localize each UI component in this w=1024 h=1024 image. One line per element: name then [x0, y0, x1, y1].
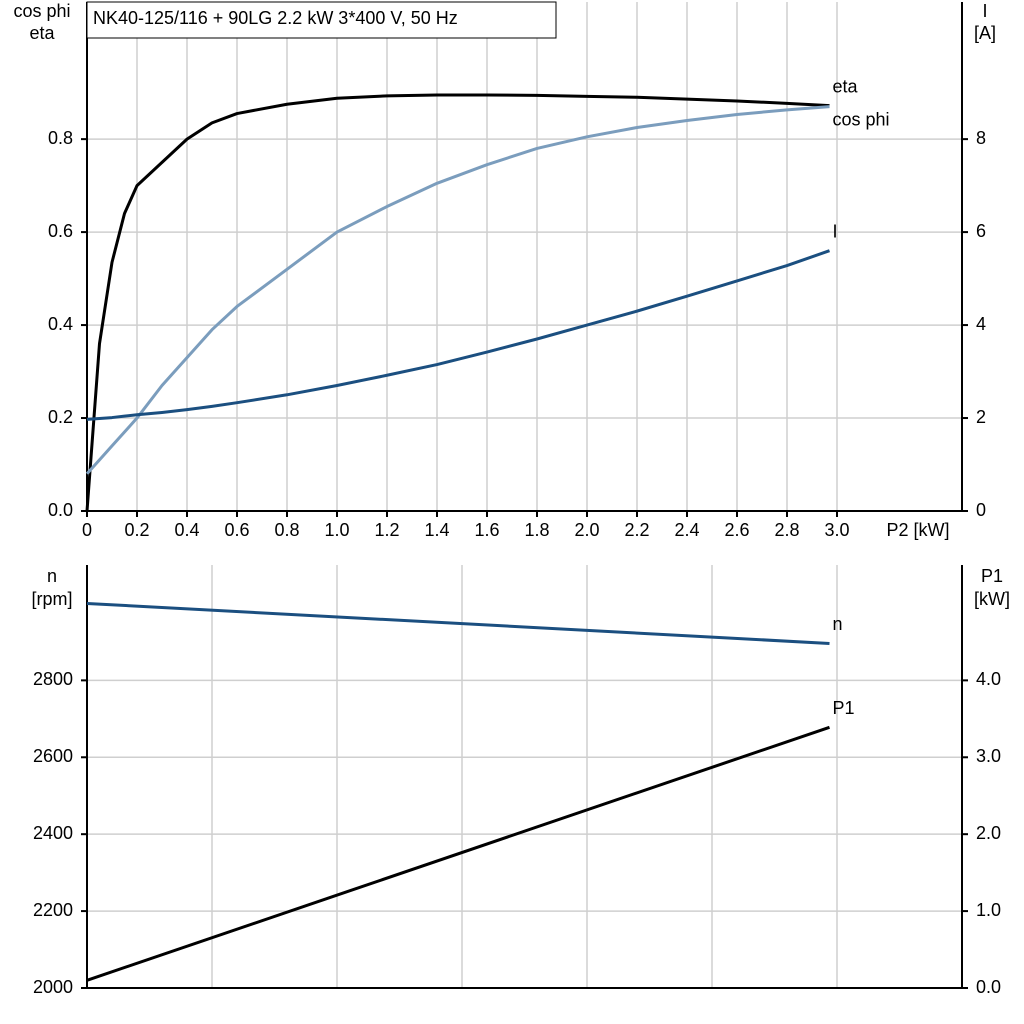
y-tick-label: 2600	[33, 746, 73, 766]
y-axis-title: cos phi	[13, 1, 70, 21]
y-tick-label: 0.0	[48, 500, 73, 520]
y2-tick-label: 1.0	[976, 900, 1001, 920]
x-tick-label: 1.8	[524, 520, 549, 540]
y2-tick-label: 0.0	[976, 977, 1001, 997]
y-tick-label: 2200	[33, 900, 73, 920]
x-axis-title: P2 [kW]	[886, 520, 949, 540]
series-label: I	[833, 221, 838, 241]
y2-tick-label: 0	[976, 500, 986, 520]
y2-tick-label: 6	[976, 221, 986, 241]
y-axis-title: [rpm]	[31, 589, 72, 609]
series-line	[86, 601, 830, 645]
y-tick-label: 2800	[33, 669, 73, 689]
x-tick-label: 1.6	[474, 520, 499, 540]
y-tick-label: 0.6	[48, 221, 73, 241]
y2-axis-title: P1	[981, 566, 1003, 586]
x-tick-label: 2.4	[674, 520, 699, 540]
x-tick-label: 2.0	[574, 520, 599, 540]
series-label: eta	[833, 76, 859, 96]
x-tick-label: 2.8	[774, 520, 799, 540]
y2-tick-label: 8	[976, 128, 986, 148]
y-tick-label: 0.2	[48, 407, 73, 427]
x-tick-label: 0.4	[174, 520, 199, 540]
x-tick-label: 0.6	[224, 520, 249, 540]
series-label: P1	[833, 698, 855, 718]
y-axis-title: eta	[29, 23, 55, 43]
x-tick-label: 3.0	[824, 520, 849, 540]
x-tick-label: 2.2	[624, 520, 649, 540]
series-line	[85, 105, 830, 475]
x-tick-label: 0.2	[124, 520, 149, 540]
y2-tick-label: 4	[976, 314, 986, 334]
y2-axis-title: [kW]	[974, 589, 1010, 609]
series-line	[85, 93, 830, 512]
y2-tick-label: 3.0	[976, 746, 1001, 766]
x-tick-label: 1.4	[424, 520, 449, 540]
series-line	[86, 725, 830, 982]
x-tick-label: 0.8	[274, 520, 299, 540]
title-box	[86, 1, 557, 39]
y2-axis-title: I	[982, 1, 987, 21]
y2-tick-label: 2.0	[976, 823, 1001, 843]
series-line	[86, 249, 830, 421]
x-tick-label: 1.0	[324, 520, 349, 540]
y2-axis-title: [A]	[974, 23, 996, 43]
series-label: n	[833, 614, 843, 634]
y-tick-label: 2000	[33, 977, 73, 997]
y2-tick-label: 2	[976, 407, 986, 427]
x-tick-label: 1.2	[374, 520, 399, 540]
chart-title: NK40-125/116 + 90LG 2.2 kW 3*400 V, 50 H…	[93, 8, 458, 28]
y-tick-label: 0.8	[48, 128, 73, 148]
x-tick-label: 2.6	[724, 520, 749, 540]
y-tick-label: 2400	[33, 823, 73, 843]
y2-tick-label: 4.0	[976, 669, 1001, 689]
y-axis-title: n	[47, 566, 57, 586]
x-tick-label: 0	[82, 520, 92, 540]
y-tick-label: 0.4	[48, 314, 73, 334]
series-label: cos phi	[833, 109, 890, 129]
